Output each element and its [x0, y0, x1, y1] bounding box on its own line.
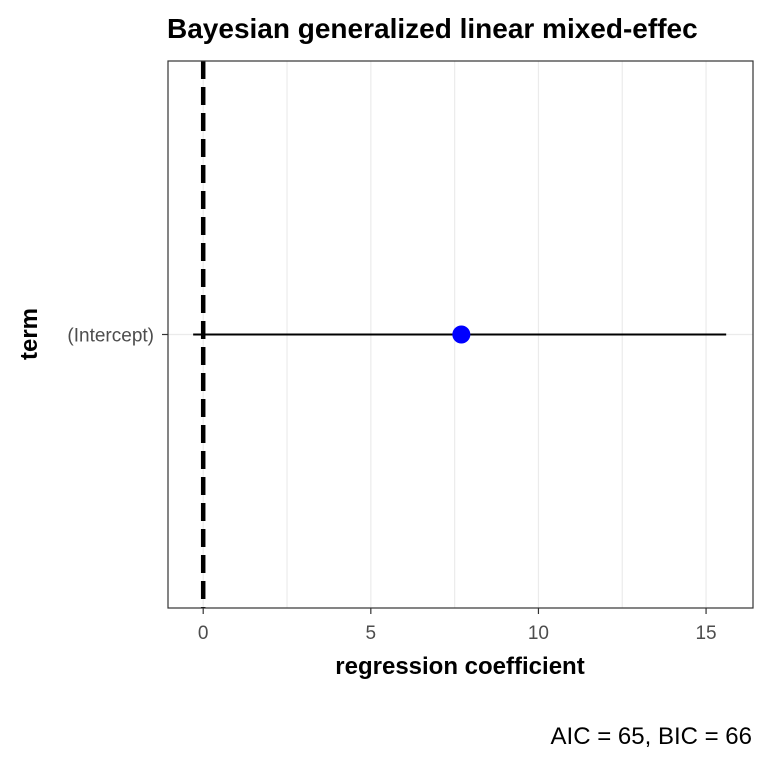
x-tick-label: 5: [366, 623, 377, 644]
y-axis: (Intercept): [67, 326, 168, 347]
estimate-point: [452, 325, 471, 344]
x-tick-label: 15: [695, 623, 716, 644]
x-axis-title: regression coefficient: [335, 653, 584, 680]
x-tick-label: 0: [198, 623, 209, 644]
data-layer: [193, 325, 727, 344]
x-tick-label: 10: [528, 623, 549, 644]
y-tick-label: (Intercept): [67, 326, 154, 347]
y-axis-title: term: [16, 308, 43, 360]
model-fit-caption: AIC = 65, BIC = 66: [551, 723, 752, 750]
x-axis: 0 5 10 15: [198, 608, 717, 644]
chart-title: Bayesian generalized linear mixed-effec: [167, 13, 698, 44]
